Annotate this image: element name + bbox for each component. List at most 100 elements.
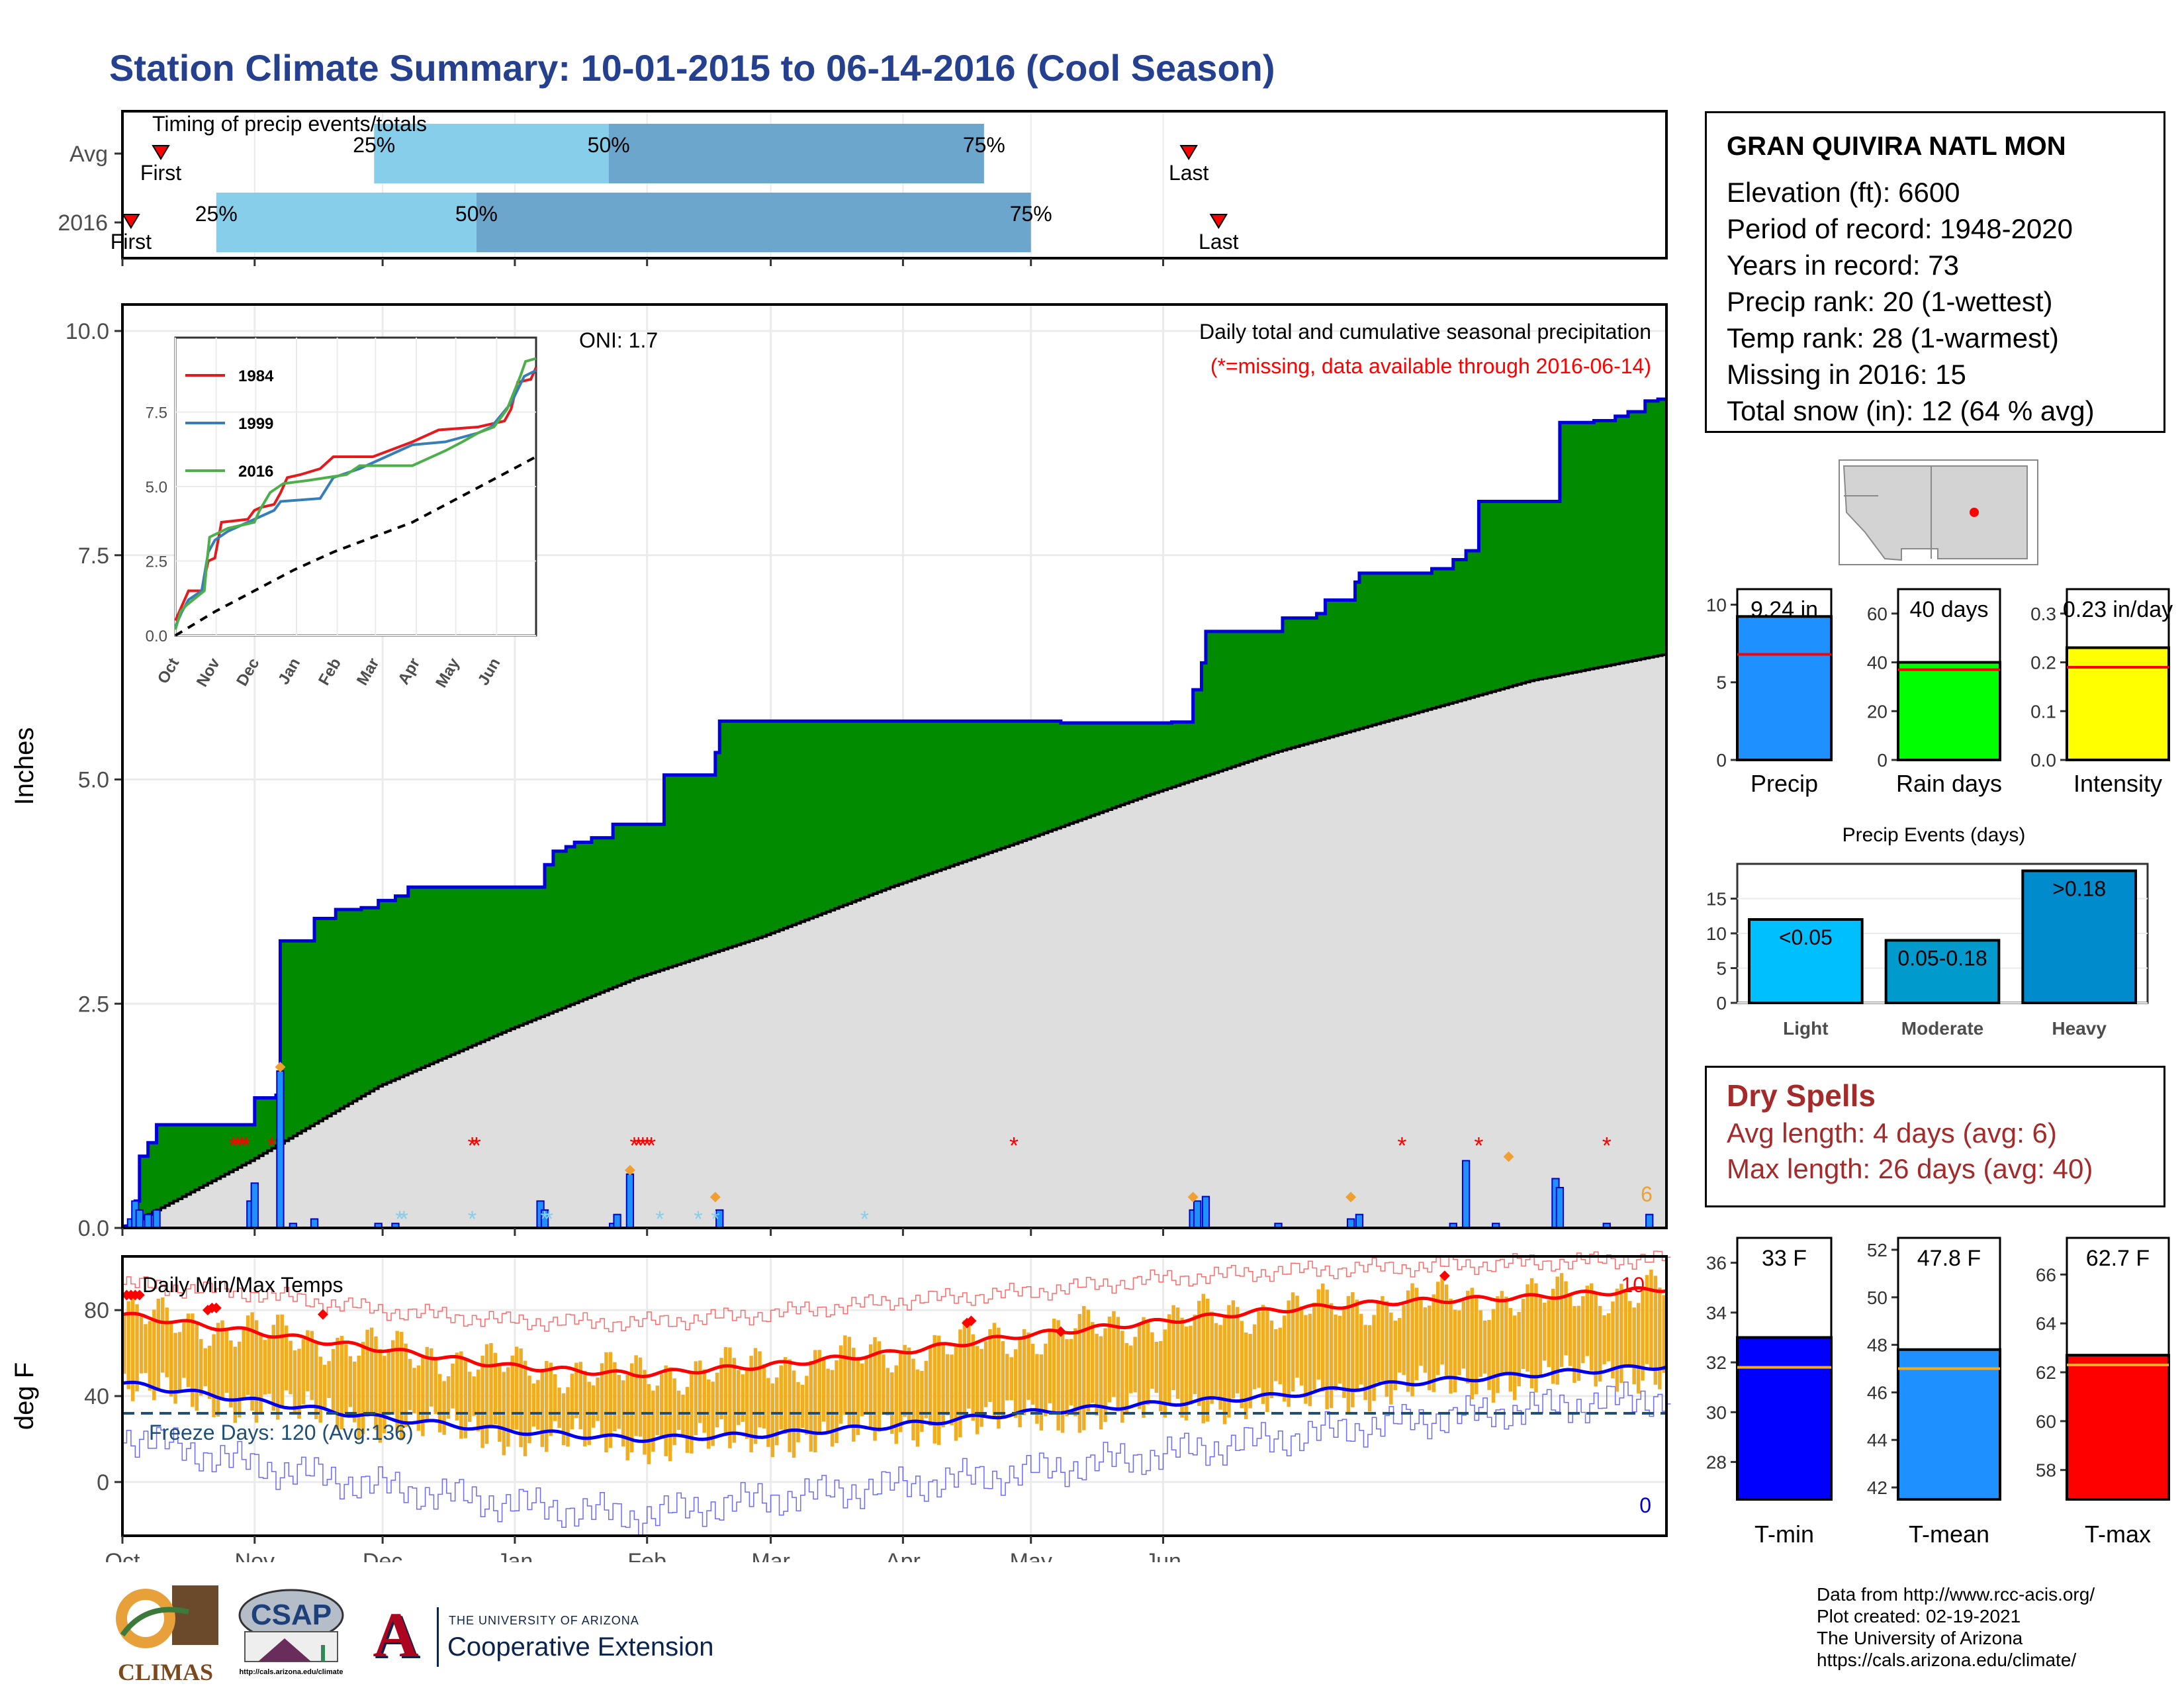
temps-daily-bar (1376, 1301, 1381, 1382)
temps-daily-bar (868, 1344, 873, 1429)
temps-daily-bar (1351, 1292, 1355, 1407)
temps-daily-bar (911, 1358, 915, 1440)
station-elevation: Elevation (ft): 6600 (1727, 177, 1960, 208)
precip-highlight-point (1503, 1151, 1514, 1162)
temps-daily-bar (224, 1328, 229, 1393)
temps-daily-bar (1521, 1299, 1525, 1369)
temps-daily-bar (238, 1341, 242, 1418)
temps-daily-bar (660, 1374, 664, 1439)
precip-daily-bar (1346, 1218, 1355, 1229)
temps-daily-bar (1602, 1315, 1606, 1364)
temps-daily-bar (1124, 1342, 1128, 1412)
station-missing: Missing in 2016: 15 (1727, 359, 1966, 390)
precip-total-chart: 0 5 10 9.24 in Precip (1706, 588, 1833, 797)
precip-daily-bar (1645, 1213, 1654, 1229)
temps-daily-bar (625, 1375, 629, 1461)
temps-daily-bar (246, 1315, 250, 1395)
temps-daily-bar (1432, 1294, 1436, 1392)
summary-y-tick-label: 36 (1706, 1253, 1727, 1274)
precip-missing-marker: * (1474, 1132, 1483, 1159)
inset-y-tick-label: 0.0 (146, 628, 167, 645)
precip-events-chart: Precip Events (days) 0 5 10 15 <0.05 Light 0.05… (1706, 824, 2149, 1039)
temps-daily-bar (545, 1360, 549, 1452)
station-temp-rank: Temp rank: 28 (1-warmest) (1727, 322, 2059, 353)
temps-record-point (134, 1289, 145, 1301)
precip-missing-marker: * (634, 1132, 643, 1159)
temps-daily-bar (1287, 1300, 1291, 1407)
precip-snow-marker: * (540, 1207, 549, 1232)
temps-daily-bar (1291, 1292, 1295, 1392)
temps-daily-bar (331, 1348, 336, 1411)
inset-legend-label: 1999 (238, 415, 273, 433)
precip-missing-marker: * (1009, 1132, 1019, 1159)
temps-daily-bar (608, 1352, 613, 1448)
events-y-tick-label: 15 (1706, 889, 1727, 910)
temps-record-max-line (122, 1250, 1671, 1333)
ua-cooperative-extension-logo: A THE UNIVERSITY OF ARIZONA Cooperative … (363, 1602, 747, 1675)
events-y-tick-label: 10 (1706, 923, 1727, 944)
precip-highlight-point (1345, 1192, 1357, 1203)
temps-daily-bar (805, 1376, 809, 1435)
temps-daily-bar (1236, 1307, 1240, 1393)
summary-y-tick-label: 5 (1716, 673, 1727, 693)
temps-daily-bar (1248, 1334, 1252, 1409)
temps-daily-bar (1547, 1300, 1551, 1368)
temps-daily-bar (1453, 1309, 1457, 1393)
temps-daily-bar (446, 1376, 451, 1419)
temps-daily-bar (1304, 1315, 1308, 1404)
temps-daily-bar (1274, 1329, 1278, 1382)
temps-daily-bar (745, 1368, 749, 1439)
temps-daily-bar (1082, 1305, 1086, 1430)
tmin-chart: 28 30 32 34 36 33 F T-min (1706, 1237, 1833, 1548)
temps-daily-bar (557, 1387, 561, 1429)
temps-daily-bar (1606, 1313, 1611, 1362)
events-category-label: Heavy (2052, 1018, 2107, 1039)
temps-daily-bar (1056, 1320, 1060, 1430)
temps-daily-bar (1077, 1314, 1082, 1433)
temps-daily-bar (638, 1357, 643, 1437)
temps-daily-bar (860, 1363, 864, 1417)
temps-daily-bar (1295, 1295, 1299, 1378)
dry-spells-box: Dry Spells Avg length: 4 days (avg: 6) M… (1705, 1066, 2165, 1207)
temps-daily-bar (882, 1354, 886, 1415)
temps-daily-bar (1193, 1315, 1197, 1395)
summary-y-tick-label: 46 (1867, 1382, 1888, 1403)
temps-daily-bar (233, 1346, 238, 1423)
timing-marker (1179, 145, 1198, 160)
precip-y-tick-label: 5.0 (78, 768, 109, 793)
temps-daily-bar (775, 1377, 779, 1446)
temps-daily-bar (271, 1325, 276, 1411)
temps-daily-bar (1466, 1290, 1470, 1383)
temps-daily-bar (839, 1345, 843, 1424)
temps-daily-bar (1500, 1291, 1504, 1376)
temps-daily-bar (220, 1320, 224, 1400)
timing-marker-label: Last (1199, 230, 1239, 254)
precip-highlight-point (1187, 1192, 1199, 1203)
temps-daily-bar (732, 1358, 737, 1443)
inset-legend-label: 1984 (238, 367, 274, 385)
temps-daily-bar (340, 1336, 344, 1430)
temps-daily-bar (195, 1324, 199, 1411)
station-location-marker (1970, 508, 1979, 517)
timing-bar-q25-q50 (216, 193, 477, 252)
temps-daily-bar (297, 1348, 301, 1419)
temps-daily-bar (289, 1340, 293, 1395)
precip-snow-marker: * (468, 1207, 477, 1232)
temps-daily-bar (1359, 1313, 1363, 1385)
temps-daily-bar (936, 1335, 941, 1445)
timing-marker (1209, 214, 1228, 229)
summary-value-label: 0.23 in/day (2063, 597, 2173, 622)
temps-daily-bar (1214, 1323, 1218, 1397)
temps-daily-bar (156, 1299, 161, 1388)
temps-daily-bar (130, 1297, 135, 1401)
climas-logo: CLIMAS (109, 1582, 222, 1685)
temps-daily-bar (527, 1376, 531, 1444)
precip-y-tick-label: 7.5 (78, 543, 109, 569)
summary-bar (2066, 646, 2170, 762)
tmean-chart: 42 44 46 48 50 52 47.8 F T-mean (1867, 1237, 2001, 1548)
temps-daily-bar (139, 1316, 144, 1374)
precip-panel-border (121, 303, 1668, 1229)
timing-quantile-label: 50% (588, 133, 630, 157)
temps-daily-bar (1491, 1309, 1496, 1403)
summary-value-label: 62.7 F (2086, 1246, 2150, 1271)
